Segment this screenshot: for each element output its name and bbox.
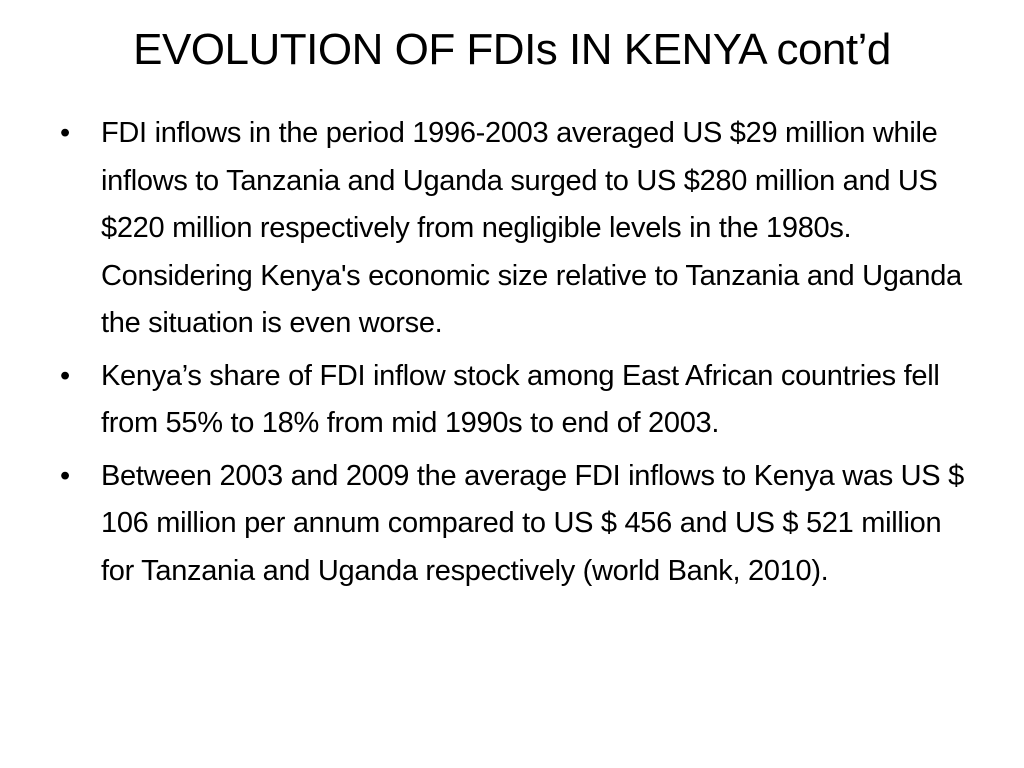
bullet-item-1: • FDI inflows in the period 1996-2003 av… [56,110,971,348]
slide-title: EVOLUTION OF FDIs IN KENYA cont’d [133,25,891,74]
bullet-item-3: • Between 2003 and 2009 the average FDI … [56,453,971,596]
bullet-text-2: Kenya’s share of FDI inflow stock among … [101,359,940,440]
bullet-item-2: • Kenya’s share of FDI inflow stock amon… [56,353,971,448]
bullet-list: • FDI inflows in the period 1996-2003 av… [56,110,971,600]
bullet-icon: • [60,117,70,149]
bullet-text-1: FDI inflows in the period 1996-2003 aver… [101,117,962,339]
bullet-icon: • [60,459,70,492]
bullet-icon: • [60,359,70,392]
bullet-text-3: Between 2003 and 2009 the average FDI in… [101,459,964,587]
